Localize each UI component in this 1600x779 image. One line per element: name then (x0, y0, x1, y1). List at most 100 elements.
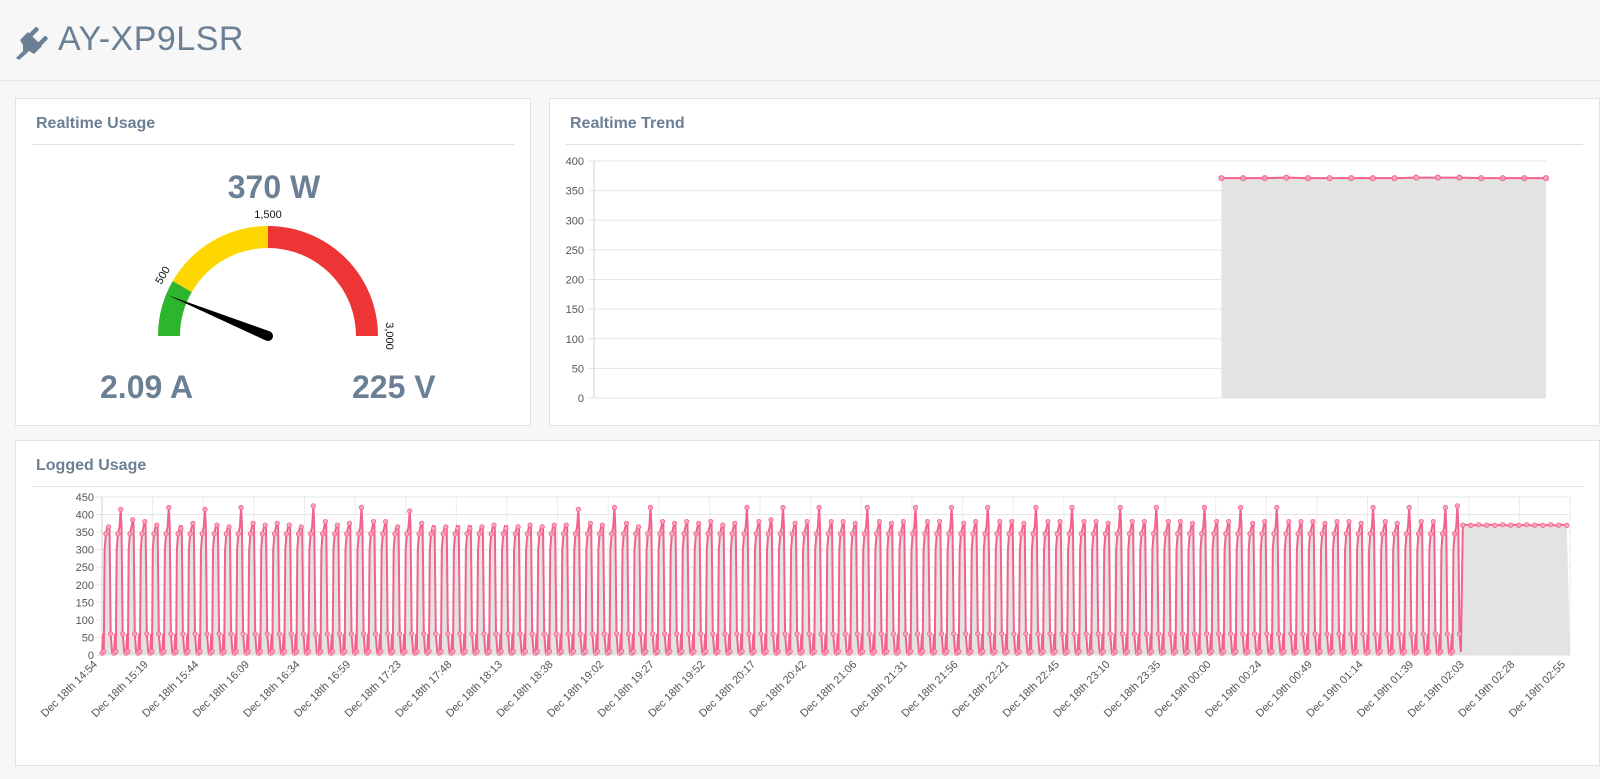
logged-point (409, 631, 415, 637)
logged-point (655, 648, 661, 655)
logged-point (510, 648, 516, 655)
logged-point (173, 648, 179, 655)
logged-point (1355, 531, 1361, 537)
logged-point (944, 648, 950, 655)
logged-point (895, 648, 902, 655)
logged-point (407, 508, 413, 514)
logged-point (332, 531, 338, 537)
logged-point (594, 648, 601, 655)
logged-point (322, 518, 328, 525)
logged-point (994, 531, 1000, 537)
logged-point (476, 531, 482, 537)
logged-point (922, 531, 928, 537)
logged-point (1131, 631, 1137, 637)
logged-point (319, 531, 326, 537)
logged-point (1460, 522, 1466, 528)
logged-y-tick-label: 150 (76, 597, 94, 609)
logged-point (885, 531, 892, 537)
logged-point (948, 504, 955, 511)
trend-point (1521, 175, 1528, 182)
logged-point (1532, 522, 1538, 528)
logged-point (1413, 648, 1420, 655)
logged-point (288, 631, 294, 637)
logged-point (1011, 631, 1017, 637)
logged-point (433, 631, 439, 637)
gauge-tick-label: 3,000 (383, 322, 395, 350)
logged-point (295, 531, 302, 537)
logged-point (1117, 504, 1123, 511)
logged-point (312, 631, 318, 637)
logged-point (271, 531, 278, 537)
logged-point (570, 648, 577, 655)
logged-point (758, 631, 764, 637)
logged-point (344, 531, 350, 537)
logged-point (464, 531, 470, 537)
logged-point (1348, 631, 1354, 637)
logged-point (902, 631, 909, 637)
logged-point (1329, 648, 1335, 655)
logged-point (722, 631, 728, 637)
logged-point (686, 631, 692, 637)
trend-point (1326, 175, 1333, 182)
logged-point (1452, 531, 1458, 537)
logged-usage-panel: Logged Usage 0 50 100 150 200 250 300 350 400 450… (15, 440, 1600, 766)
plug-icon (16, 27, 48, 60)
logged-point (936, 518, 943, 525)
logged-point (524, 531, 530, 537)
logged-point (1054, 531, 1060, 537)
logged-point (1341, 648, 1347, 655)
logged-point (1391, 531, 1398, 537)
logged-point (980, 648, 986, 655)
logged-point (397, 631, 403, 637)
logged-point (522, 648, 528, 655)
logged-point (385, 631, 391, 637)
logged-point (729, 531, 735, 537)
logged-point (645, 531, 651, 537)
logged-point (951, 631, 957, 637)
logged-point (1298, 518, 1304, 525)
logged-point (631, 648, 637, 655)
logged-point (342, 648, 348, 655)
logged-point (775, 648, 781, 655)
logged-point (611, 504, 618, 511)
panel-divider (566, 144, 1583, 145)
logged-usage-title: Logged Usage (36, 457, 147, 474)
logged-point (1484, 522, 1490, 528)
logged-point (317, 648, 324, 655)
logged-point (1057, 518, 1063, 525)
logged-point (245, 648, 251, 655)
logged-point (221, 648, 227, 655)
logged-point (500, 531, 506, 537)
logged-point (1307, 531, 1313, 537)
logged-point (161, 648, 167, 655)
logged-point (1293, 648, 1299, 655)
logged-point (1396, 631, 1402, 637)
logged-point (228, 631, 234, 637)
trend-point (1391, 175, 1398, 182)
logged-point (250, 520, 256, 526)
panel-divider (32, 144, 514, 145)
logged-point (1136, 648, 1143, 655)
logged-point (1317, 648, 1323, 655)
logged-point (1382, 518, 1388, 525)
logged-point (192, 631, 198, 637)
logged-point (1403, 531, 1410, 537)
logged-point (382, 518, 389, 525)
logged-point (584, 531, 591, 537)
logged-point (876, 518, 883, 525)
logged-point (961, 520, 967, 526)
trend-point (1499, 175, 1506, 182)
logged-point (1367, 531, 1373, 537)
logged-point (997, 518, 1003, 525)
logged-point (118, 506, 124, 512)
logged-point (732, 520, 738, 526)
logged-point (1161, 648, 1167, 655)
logged-y-tick-label: 50 (82, 632, 94, 644)
logged-point (163, 531, 169, 537)
realtime-trend-title: Realtime Trend (570, 115, 685, 132)
logged-point (252, 631, 258, 637)
logged-point (395, 524, 401, 530)
logged-point (924, 518, 931, 525)
logged-point (926, 631, 933, 637)
logged-point (139, 531, 145, 537)
